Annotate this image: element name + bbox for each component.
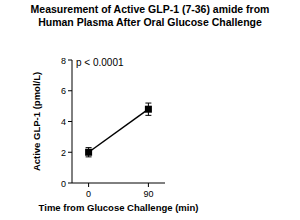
y-tick-label: 2 [61, 148, 66, 158]
y-tick-label: 6 [61, 86, 66, 96]
error-cap [145, 103, 151, 104]
error-bar [145, 103, 151, 115]
point [85, 149, 92, 156]
chart: Measurement of Active GLP-1 (7-36) amide… [0, 0, 300, 220]
y-tick-label: 8 [61, 56, 66, 66]
error-cap [86, 156, 92, 157]
x-axis-label: Time from Glucose Challenge (min) [39, 202, 199, 213]
y-tick-label: 0 [61, 179, 66, 189]
y-tick [68, 121, 72, 122]
y-tick [68, 90, 72, 91]
error-bar [86, 148, 92, 157]
x-tick-label: 90 [143, 189, 153, 199]
x-axis [72, 183, 165, 184]
point [145, 106, 152, 113]
y-tick [68, 152, 72, 153]
x-tick-label: 0 [86, 189, 91, 199]
title: Measurement of Active GLP-1 (7-36) amide… [31, 3, 270, 15]
x-tick [148, 183, 149, 187]
plot-area [85, 103, 152, 157]
error-cap [86, 147, 92, 148]
y-axis-label: Active GLP-1 (pmol/L) [31, 72, 42, 171]
y-tick [68, 60, 72, 61]
title: Human Plasma After Oral Glucose Challeng… [38, 16, 262, 28]
line [89, 109, 149, 152]
x-tick [88, 183, 89, 187]
y-tick [68, 183, 72, 184]
y-tick-label: 4 [61, 117, 66, 127]
annotation: p < 0.0001 [76, 57, 124, 68]
error-cap [145, 115, 151, 116]
